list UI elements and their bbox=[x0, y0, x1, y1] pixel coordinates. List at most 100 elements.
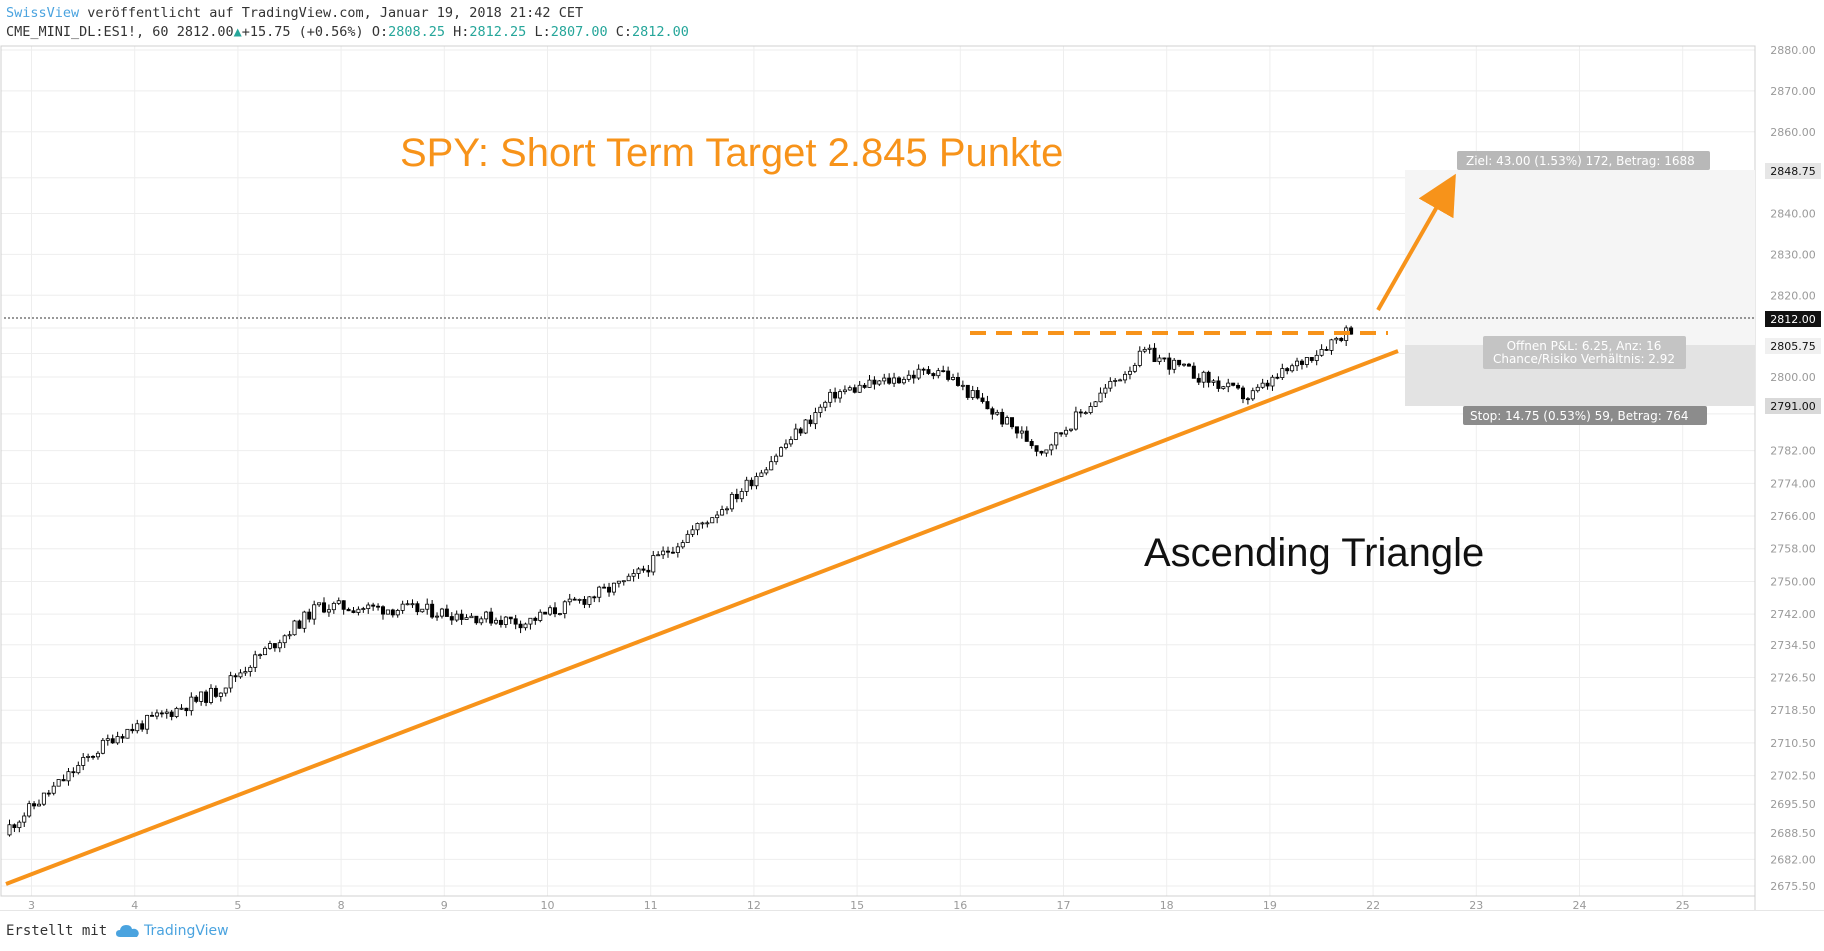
candle-body bbox=[204, 691, 209, 703]
candle-body bbox=[656, 554, 661, 557]
candle-body bbox=[857, 384, 862, 393]
candle bbox=[17, 820, 22, 833]
target-label-box bbox=[1457, 151, 1710, 170]
candle bbox=[990, 406, 995, 420]
candle-body bbox=[194, 696, 199, 702]
candle-body bbox=[1044, 449, 1049, 454]
candle bbox=[100, 737, 105, 755]
candle-body bbox=[292, 620, 297, 636]
candle-body bbox=[1270, 376, 1275, 387]
candle bbox=[120, 733, 125, 743]
candle-body bbox=[543, 611, 548, 615]
candle-body bbox=[1093, 401, 1098, 407]
candle bbox=[602, 583, 607, 589]
candle-body bbox=[670, 551, 675, 554]
candle-body bbox=[213, 687, 218, 697]
published-text: veröffentlicht auf TradingView.com, Janu… bbox=[79, 5, 584, 21]
target-arrow[interactable] bbox=[1376, 173, 1456, 311]
x-tick-label: 24 bbox=[1573, 899, 1587, 910]
candle-body bbox=[184, 707, 189, 712]
candle-body bbox=[498, 619, 503, 625]
candle bbox=[892, 372, 897, 387]
candle bbox=[366, 602, 371, 614]
candle-body bbox=[390, 609, 395, 616]
stop-label[interactable]: Stop: 14.75 (0.53%) 59, Betrag: 764 bbox=[1470, 409, 1689, 423]
target-label[interactable]: Ziel: 43.00 (1.53%) 172, Betrag: 1688 bbox=[1466, 154, 1695, 168]
candle-body bbox=[297, 620, 302, 629]
candle bbox=[562, 600, 567, 619]
candle bbox=[616, 580, 621, 588]
candle-body bbox=[1152, 347, 1157, 363]
candle-body bbox=[626, 575, 631, 582]
candle-body bbox=[1206, 371, 1211, 383]
pattern-label[interactable]: Ascending Triangle bbox=[1144, 531, 1484, 575]
y-tick-label: 2734.50 bbox=[1770, 639, 1816, 652]
pnl-label-box bbox=[1483, 336, 1686, 369]
candle-body bbox=[1226, 382, 1231, 388]
candle-body bbox=[739, 491, 744, 500]
candle-body bbox=[842, 389, 847, 393]
candle bbox=[675, 542, 680, 558]
candle bbox=[444, 604, 449, 617]
candle-body bbox=[405, 603, 410, 606]
target-price-badge-text: 2848.75 bbox=[1770, 165, 1816, 178]
header-row-ohlc: CME_MINI_DL:ES1!, 60 2812.00▲+15.75 (+0.… bbox=[6, 23, 689, 42]
candle-body bbox=[508, 616, 513, 620]
candle bbox=[1275, 373, 1280, 380]
candle-body bbox=[921, 368, 926, 371]
candle bbox=[425, 598, 430, 615]
candle bbox=[1064, 426, 1069, 438]
candle-body bbox=[818, 406, 823, 413]
candle-body bbox=[1265, 382, 1270, 387]
y-tick-label: 2710.50 bbox=[1770, 737, 1816, 750]
candle-body bbox=[479, 618, 484, 624]
price-chart[interactable]: SPY: Short Term Target 2.845 Punkte Asce… bbox=[0, 0, 1824, 910]
candle bbox=[228, 671, 233, 693]
candle bbox=[887, 373, 892, 385]
candle-body bbox=[1240, 387, 1245, 400]
candle-body bbox=[548, 607, 553, 615]
tradingview-link[interactable]: TradingView bbox=[144, 923, 229, 939]
chart-title[interactable]: SPY: Short Term Target 2.845 Punkte bbox=[400, 131, 1063, 175]
candle-body bbox=[336, 600, 341, 604]
candle bbox=[415, 601, 420, 616]
candle bbox=[1010, 417, 1015, 430]
candle bbox=[1024, 426, 1029, 442]
candle bbox=[474, 615, 479, 625]
support-trendline[interactable] bbox=[5, 349, 1399, 886]
candle bbox=[896, 376, 901, 384]
candle bbox=[213, 685, 218, 699]
candle bbox=[1324, 346, 1329, 351]
candle-body bbox=[169, 711, 174, 717]
candle bbox=[838, 389, 843, 403]
candle-body bbox=[611, 582, 616, 593]
candle bbox=[1162, 357, 1167, 362]
x-tick-label: 15 bbox=[850, 899, 864, 910]
candle bbox=[872, 376, 877, 390]
candle-body bbox=[361, 608, 366, 610]
candle-body bbox=[1211, 380, 1216, 383]
candle-body bbox=[91, 755, 96, 758]
candle-body bbox=[1309, 357, 1314, 361]
candle-body bbox=[1245, 398, 1250, 401]
candle bbox=[464, 614, 469, 620]
close-label: C: bbox=[615, 24, 633, 40]
candle bbox=[331, 601, 336, 614]
candle bbox=[449, 612, 454, 625]
candle bbox=[199, 691, 204, 706]
candle bbox=[646, 565, 651, 577]
candle-body bbox=[980, 397, 985, 402]
candle-body bbox=[852, 387, 857, 393]
candle bbox=[494, 617, 499, 625]
candle-body bbox=[1054, 432, 1059, 446]
candle bbox=[1290, 363, 1295, 373]
candle-body bbox=[906, 374, 911, 380]
candle bbox=[695, 522, 700, 536]
symbol-label[interactable]: CME_MINI_DL:ES1!, 60 bbox=[6, 24, 169, 40]
candle bbox=[1142, 346, 1147, 354]
candle-body bbox=[1142, 348, 1147, 352]
header-row-publish: SwissView veröffentlicht auf TradingView… bbox=[6, 4, 689, 23]
candle bbox=[258, 653, 263, 660]
candle bbox=[842, 385, 847, 395]
publisher-link[interactable]: SwissView bbox=[6, 5, 80, 21]
